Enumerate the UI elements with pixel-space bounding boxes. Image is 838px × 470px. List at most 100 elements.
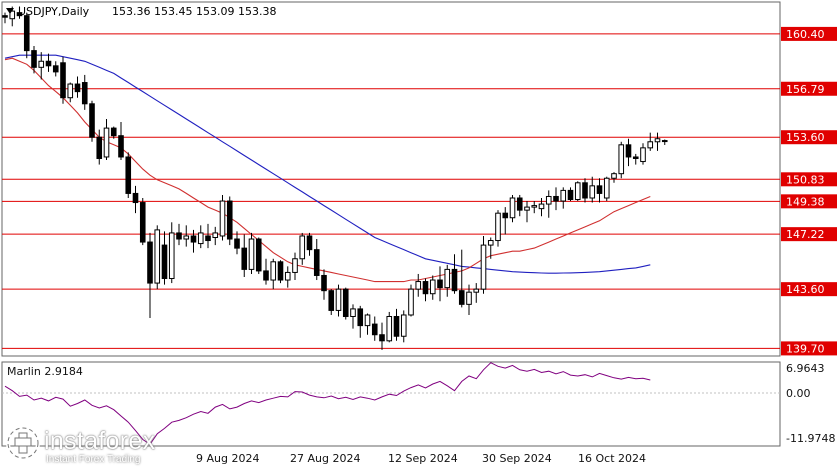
marlin-line <box>4 362 651 445</box>
oscillator-ticks: 6.9643 0.00 -11.9748 <box>786 362 835 445</box>
level-label-box <box>781 130 837 145</box>
candle <box>147 232 153 319</box>
candle-body <box>284 271 291 281</box>
candle <box>255 237 262 274</box>
candle <box>618 141 625 179</box>
candle-body <box>640 147 646 163</box>
candle-body <box>408 288 414 316</box>
candle <box>212 226 219 246</box>
candle-body <box>313 249 320 276</box>
level-label-box <box>781 172 837 187</box>
x-tick-label: 12 Sep 2024 <box>388 452 458 465</box>
candle-body <box>661 140 668 143</box>
candle <box>226 196 233 246</box>
ma-fast-line <box>4 57 651 283</box>
osc-tick-label: 0.00 <box>786 387 811 400</box>
candle <box>313 239 320 281</box>
candle-body <box>589 185 596 199</box>
candle-body <box>23 15 30 52</box>
candle-body <box>596 185 603 194</box>
candle-body <box>161 244 168 280</box>
candle-body <box>350 308 356 317</box>
osc-tick-label: 6.9643 <box>786 362 825 375</box>
candle <box>516 194 523 217</box>
candle-body <box>2 15 8 18</box>
candle-body <box>96 136 103 159</box>
candle-body <box>400 314 407 337</box>
candle <box>45 53 52 72</box>
candle-body <box>255 238 262 272</box>
candle <box>38 52 45 80</box>
candle <box>197 225 204 249</box>
candle <box>183 225 190 247</box>
candle <box>277 260 284 284</box>
candle-body <box>618 144 625 175</box>
candle <box>67 82 74 103</box>
candle <box>502 207 509 235</box>
candle-body <box>502 212 509 219</box>
candle <box>335 284 342 317</box>
level-label-box <box>781 26 837 41</box>
candle <box>96 129 103 165</box>
candles <box>2 6 668 350</box>
candle-body <box>306 235 313 251</box>
candle-body <box>603 177 610 199</box>
candle <box>219 194 226 241</box>
candle <box>16 6 23 19</box>
candle <box>263 258 269 285</box>
candle <box>444 264 451 297</box>
candle-body <box>335 288 342 311</box>
candle-body <box>473 288 480 293</box>
candle <box>328 289 335 315</box>
osc-tick-label: -11.9748 <box>786 432 835 445</box>
candle-body <box>67 83 74 99</box>
candle <box>386 311 393 343</box>
candle <box>451 254 458 294</box>
candle-body <box>125 156 132 194</box>
oscillator-pane[interactable] <box>1 361 781 447</box>
candle <box>125 152 132 198</box>
candle-body <box>16 12 23 17</box>
x-tick-label: 30 Sep 2024 <box>482 452 552 465</box>
candle <box>473 283 480 303</box>
candle-body <box>509 197 516 219</box>
candle <box>205 223 211 249</box>
candle <box>661 139 668 145</box>
candle-body <box>466 291 472 305</box>
level-label: 147.22 <box>786 228 825 241</box>
collapse-triangle-icon[interactable] <box>6 8 14 14</box>
candle-body <box>74 83 81 93</box>
level-labels: 160.40 156.79 153.60 150.83 149.38 147.22 143.… <box>781 26 837 356</box>
candle <box>589 176 596 203</box>
candle-body <box>118 135 124 158</box>
symbol-label: USDJPY,Daily <box>18 5 90 18</box>
candle-body <box>625 144 632 158</box>
candle <box>582 178 588 203</box>
candle-body <box>632 156 639 159</box>
candle <box>553 187 559 211</box>
candle-body <box>545 195 552 205</box>
candle-body <box>582 182 588 199</box>
candle-body <box>386 315 393 342</box>
candle <box>89 100 95 142</box>
candle-body <box>538 203 545 210</box>
candle-body <box>38 60 45 68</box>
candle <box>371 316 378 341</box>
candle <box>321 269 327 300</box>
candle <box>176 223 182 246</box>
candle <box>350 304 356 329</box>
candle <box>611 172 617 183</box>
x-axis: 9 Aug 2024 27 Aug 2024 12 Sep 2024 30 Se… <box>196 452 646 465</box>
candle-body <box>654 138 661 143</box>
candle-body <box>379 334 385 342</box>
candle <box>538 197 545 217</box>
candle <box>429 275 436 300</box>
candle <box>31 46 37 74</box>
candle <box>357 305 364 338</box>
candle-body <box>147 241 153 284</box>
candle-body <box>487 240 494 246</box>
x-tick-label: 27 Aug 2024 <box>290 452 360 465</box>
candle <box>168 222 175 284</box>
candle <box>603 176 610 202</box>
